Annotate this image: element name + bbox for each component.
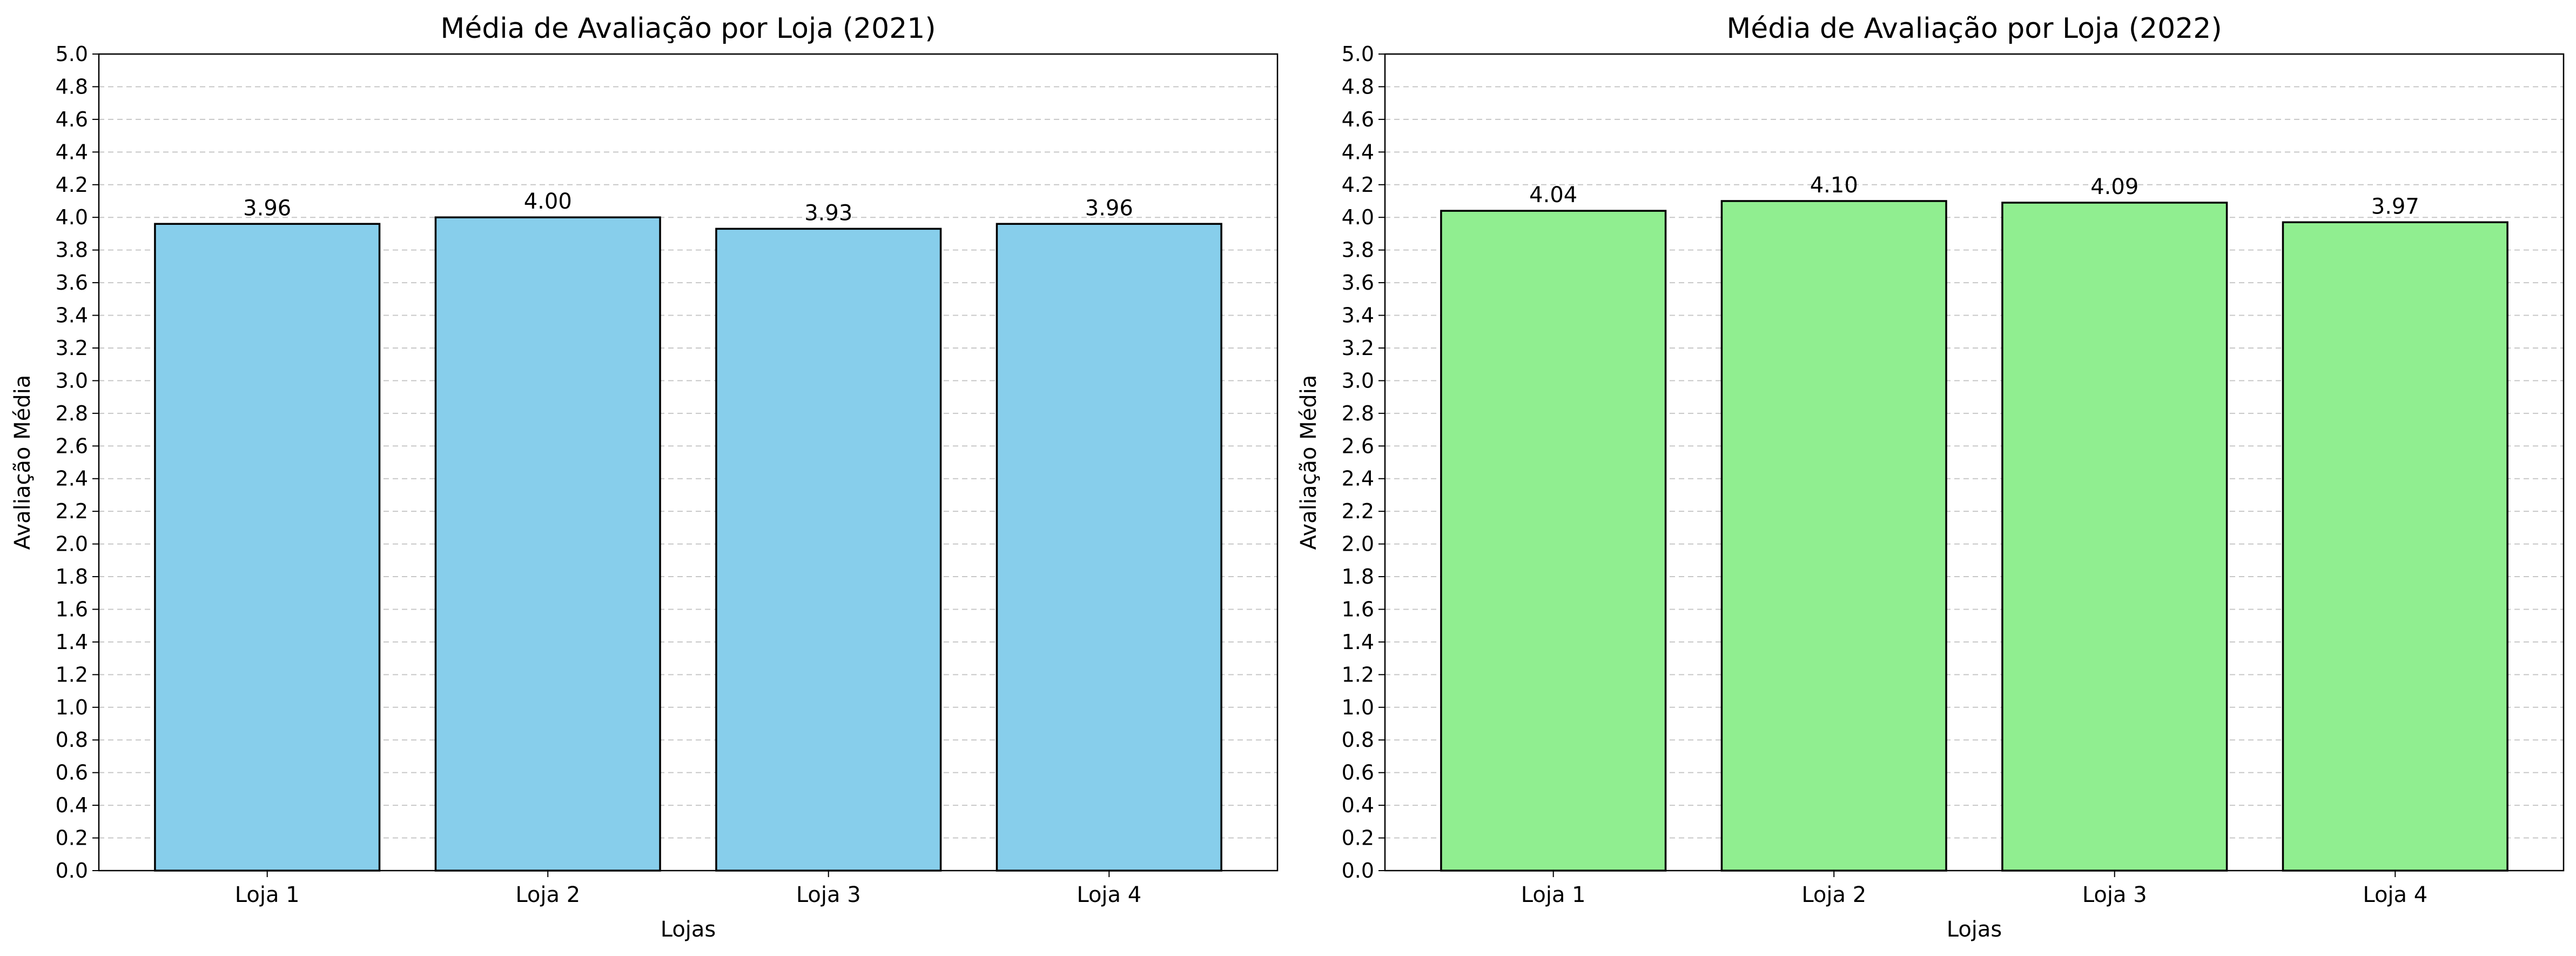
y-tick-label: 1.6 [56,597,88,621]
y-tick-label: 5.0 [1342,42,1374,66]
y-tick-label: 2.2 [56,499,88,523]
y-tick-label: 3.4 [56,304,88,327]
axes-frame [1384,53,2565,872]
y-tick-label: 0.4 [1342,793,1374,817]
x-tick-label: Loja 1 [235,883,300,907]
bar [715,228,942,872]
y-tick-label: 0.0 [56,859,88,883]
y-tick-label: 0.2 [1342,826,1374,850]
y-tick-label: 0.2 [56,826,88,850]
bar-value-label: 3.97 [2371,194,2419,219]
x-tick-label: Loja 4 [1077,883,1141,907]
y-tick-label: 4.8 [1342,75,1374,98]
bar [1720,200,1947,872]
y-tick-label: 1.8 [56,565,88,589]
y-tick-label: 4.8 [56,75,88,98]
y-tick-label: 0.8 [56,728,88,752]
chart-panel-2021: Média de Avaliação por Loja (2021) Lojas… [10,12,1279,942]
y-tick-label: 3.6 [56,271,88,295]
y-tick-label: 2.2 [1342,499,1374,523]
y-tick-label: 3.2 [56,336,88,360]
y-axis-ticks: 0.0 0.2 0.4 0.6 0.8 1.0 1.2 1.4 1.6 1.8 2.0 2.2 2.4 2… [1342,42,1385,883]
x-tick-label: Loja 3 [2082,883,2147,907]
y-tick-label: 2.8 [56,402,88,425]
y-tick-label: 2.8 [1342,402,1374,425]
bar [2282,221,2508,872]
bar-value-label: 4.04 [1529,183,1577,208]
y-tick-label: 2.0 [56,532,88,556]
y-tick-label: 1.4 [1342,630,1374,654]
y-tick-label: 1.6 [1342,597,1374,621]
y-tick-label: 3.4 [1342,304,1374,327]
bar-value-label: 4.00 [524,189,572,214]
y-tick-label: 1.2 [1342,663,1374,686]
bar-value-label: 3.96 [1085,196,1133,220]
y-tick-label: 4.2 [56,173,88,197]
bars: 4.04 4.10 4.09 3.97 [1440,173,2508,872]
bar-value-label: 4.09 [2090,175,2138,199]
y-tick-label: 4.2 [1342,173,1374,197]
chart-title: Média de Avaliação por Loja (2021) [440,12,936,45]
y-tick-label: 4.4 [1342,140,1374,164]
x-tick-label: Loja 2 [1801,883,1866,907]
y-tick-label: 1.4 [56,630,88,654]
x-axis-ticks: Loja 1 Loja 2 Loja 3 Loja 4 [235,871,1141,907]
y-tick-label: 4.0 [1342,205,1374,229]
y-axis-label: Avaliação Média [10,375,35,550]
y-tick-label: 3.8 [56,238,88,262]
y-tick-label: 3.6 [1342,271,1374,295]
y-tick-label: 2.4 [56,467,88,491]
y-tick-label: 5.0 [56,42,88,66]
bar [154,223,381,872]
y-tick-label: 2.6 [1342,434,1374,458]
y-tick-label: 0.0 [1342,859,1374,883]
y-tick-label: 0.6 [1342,761,1374,785]
bar [996,223,1222,872]
y-tick-label: 3.2 [1342,336,1374,360]
chart-panel-2022: Média de Avaliação por Loja (2022) Lojas… [1296,12,2565,942]
y-tick-label: 1.2 [56,663,88,686]
y-axis-label: Avaliação Média [1296,375,1321,550]
x-axis-ticks: Loja 1 Loja 2 Loja 3 Loja 4 [1521,871,2427,907]
y-tick-label: 3.8 [1342,238,1374,262]
y-tick-label: 1.0 [56,696,88,719]
x-tick-label: Loja 1 [1521,883,1586,907]
bar [434,216,661,872]
bar [2001,202,2228,872]
y-tick-label: 3.0 [56,369,88,392]
y-tick-label: 1.0 [1342,696,1374,719]
bars: 3.96 4.00 3.93 3.96 [154,189,1222,872]
bar-value-label: 3.93 [804,200,852,225]
y-tick-label: 4.6 [1342,108,1374,131]
y-tick-label: 3.0 [1342,369,1374,392]
y-tick-label: 1.8 [1342,565,1374,589]
bar-value-label: 4.10 [1810,173,1858,198]
bar [1440,210,1667,872]
x-tick-label: Loja 2 [515,883,580,907]
bar-value-label: 3.96 [243,196,291,220]
chart-title: Média de Avaliação por Loja (2022) [1726,12,2222,45]
y-axis-ticks: 0.0 0.2 0.4 0.6 0.8 1.0 1.2 1.4 1.6 1.8 2.0 2.2 2.4 2… [56,42,99,883]
y-tick-label: 4.6 [56,108,88,131]
x-axis-label: Lojas [1947,917,2002,942]
y-tick-label: 2.6 [56,434,88,458]
x-tick-label: Loja 4 [2363,883,2427,907]
y-tick-label: 0.8 [1342,728,1374,752]
y-tick-label: 4.0 [56,205,88,229]
y-tick-label: 0.4 [56,793,88,817]
y-tick-label: 2.0 [1342,532,1374,556]
x-axis-label: Lojas [661,917,716,942]
y-tick-label: 4.4 [56,140,88,164]
y-tick-label: 0.6 [56,761,88,785]
y-tick-label: 2.4 [1342,467,1374,491]
x-tick-label: Loja 3 [796,883,861,907]
axes-frame [98,53,1279,872]
